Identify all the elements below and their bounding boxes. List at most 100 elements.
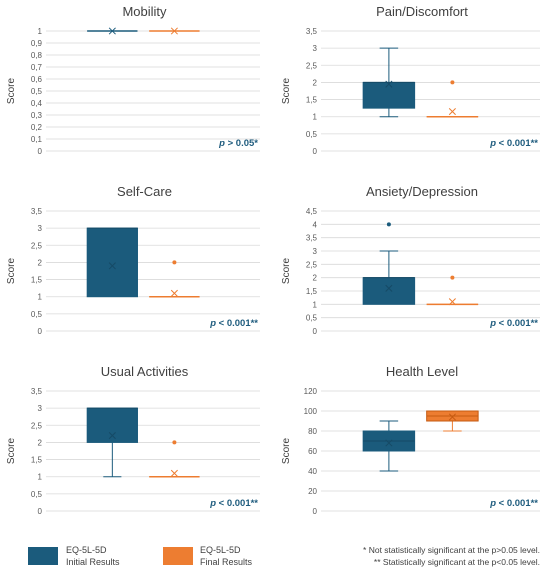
- chart-pain-discomfort: Pain/Discomfort Score 0 0,5 1 1,5 2 2,5 3 3,5 p < …: [281, 4, 540, 156]
- p-symbol: p: [209, 318, 216, 329]
- y-tick-label: 2,5: [306, 61, 318, 70]
- p-symbol: p: [209, 498, 216, 509]
- y-tick-label: 3,5: [306, 234, 318, 243]
- legend-label-initial: EQ-5L-5D Initial Results: [66, 544, 120, 568]
- box-initial: [362, 47, 416, 118]
- mean-marker: [108, 432, 116, 440]
- chart-mobility: Mobility Score 0 0,1 0,2 0,3 0,4 0,5 0,6 0,7 0,8 0,…: [6, 4, 260, 156]
- y-tick-label: 2,5: [306, 260, 318, 269]
- y-tick-label: 1,5: [306, 96, 318, 105]
- y-tick-label: 1: [38, 293, 43, 302]
- note-significant: ** Statistically significant at the p<0.…: [373, 557, 540, 567]
- y-tick-label: 4,5: [306, 207, 318, 216]
- legend-final-line2: Final Results: [200, 557, 253, 567]
- y-tick-label: 3: [313, 44, 318, 53]
- y-tick-label: 0,5: [306, 130, 318, 139]
- chart-usual-activities: Usual Activities Score 0 0,5 1 1,5 2 2,5 3 3,5 p <…: [6, 364, 260, 516]
- y-tick-label: 1: [313, 300, 318, 309]
- box-final: [426, 410, 479, 432]
- y-tick-label: 2,5: [31, 421, 43, 430]
- y-axis-label: Score: [281, 438, 292, 465]
- box-initial: [86, 227, 138, 298]
- y-tick-label: 80: [308, 427, 317, 436]
- y-tick-label: 100: [304, 407, 318, 416]
- note-not-significant: * Not statistically significant at the p…: [363, 545, 540, 555]
- box-final: [149, 27, 200, 35]
- y-tick-label: 0,8: [31, 51, 43, 60]
- y-tick-label: 1,5: [31, 456, 43, 465]
- box-initial: [362, 222, 416, 305]
- y-tick-label: 2: [313, 78, 318, 87]
- y-tick-label: 1,5: [306, 287, 318, 296]
- y-tick-label: 0,2: [31, 123, 43, 132]
- y-tick-label: 1,5: [31, 276, 43, 285]
- legend-initial-line2: Initial Results: [66, 557, 120, 567]
- charts-canvas: Mobility Score 0 0,1 0,2 0,3 0,4 0,5 0,6 0,7 0,8 0,…: [6, 4, 540, 516]
- y-tick-label: 0,9: [31, 39, 43, 48]
- p-value-text: > 0.05*: [225, 138, 258, 149]
- y-axis-label: Score: [6, 78, 17, 105]
- mean-marker: [385, 80, 393, 88]
- p-value-annotation: p < 0.001**: [489, 138, 538, 149]
- box-iqr: [362, 277, 416, 305]
- box-final: [426, 275, 479, 306]
- y-tick-label: 0: [313, 507, 318, 516]
- box-iqr: [86, 227, 138, 298]
- p-symbol: p: [489, 498, 496, 509]
- box-iqr: [86, 407, 138, 443]
- y-tick-label: 2,5: [31, 241, 43, 250]
- mean-marker: [448, 108, 456, 116]
- mean-marker: [170, 27, 178, 35]
- chart-ansiety-depression: Ansiety/Depression Score 0 0,5 1 1,5 2 2,5 3 3,5 4…: [281, 184, 540, 336]
- mean-marker: [448, 413, 456, 421]
- box-initial: [86, 407, 138, 478]
- p-symbol: p: [489, 318, 496, 329]
- outlier-point: [386, 222, 391, 227]
- chart-title: Pain/Discomfort: [376, 4, 468, 19]
- y-tick-label: 0,7: [31, 63, 43, 72]
- box-iqr: [362, 81, 416, 109]
- y-tick-label: 0: [38, 327, 43, 336]
- p-value-annotation: p < 0.001**: [209, 498, 258, 509]
- y-tick-label: 60: [308, 447, 317, 456]
- y-tick-label: 0,3: [31, 111, 43, 120]
- y-axis-label: Score: [6, 258, 17, 285]
- y-axis-label: Score: [6, 438, 17, 465]
- outlier-point: [450, 275, 455, 280]
- y-tick-label: 0,5: [31, 490, 43, 499]
- legend-swatch-final: [163, 547, 193, 565]
- p-value-text: < 0.001**: [496, 318, 538, 329]
- chart-title: Health Level: [386, 364, 458, 379]
- p-value-annotation: p > 0.05*: [218, 138, 258, 149]
- p-value-text: < 0.001**: [216, 498, 258, 509]
- legend-swatch-initial: [28, 547, 58, 565]
- chart-title: Self-Care: [117, 184, 172, 199]
- box-final: [149, 260, 200, 298]
- p-value-annotation: p < 0.001**: [209, 318, 258, 329]
- mean-marker: [448, 298, 456, 306]
- y-tick-label: 3: [38, 404, 43, 413]
- chart-self-care: Self-Care Score 0 0,5 1 1,5 2 2,5 3 3,5 p < 0.001*…: [6, 184, 260, 336]
- y-tick-label: 3,5: [306, 27, 318, 36]
- outlier-point: [172, 440, 177, 445]
- y-tick-label: 2: [313, 274, 318, 283]
- p-value-annotation: p < 0.001**: [489, 498, 538, 509]
- chart-title: Ansiety/Depression: [366, 184, 478, 199]
- legend-final-line1: EQ-5L-5D: [200, 545, 241, 555]
- outlier-point: [172, 260, 177, 265]
- y-tick-label: 1: [38, 473, 43, 482]
- y-tick-label: 3: [38, 224, 43, 233]
- y-tick-label: 0,5: [306, 314, 318, 323]
- mean-marker: [385, 284, 393, 292]
- mean-marker: [108, 27, 116, 35]
- mean-marker: [385, 439, 393, 447]
- y-tick-label: 0: [313, 327, 318, 336]
- y-tick-label: 0,6: [31, 75, 43, 84]
- y-axis-label: Score: [281, 258, 292, 285]
- mean-marker: [170, 289, 178, 297]
- y-tick-label: 0: [38, 507, 43, 516]
- mean-marker: [170, 469, 178, 477]
- p-symbol: p: [489, 138, 496, 149]
- y-tick-label: 1: [313, 113, 318, 122]
- y-tick-label: 20: [308, 487, 317, 496]
